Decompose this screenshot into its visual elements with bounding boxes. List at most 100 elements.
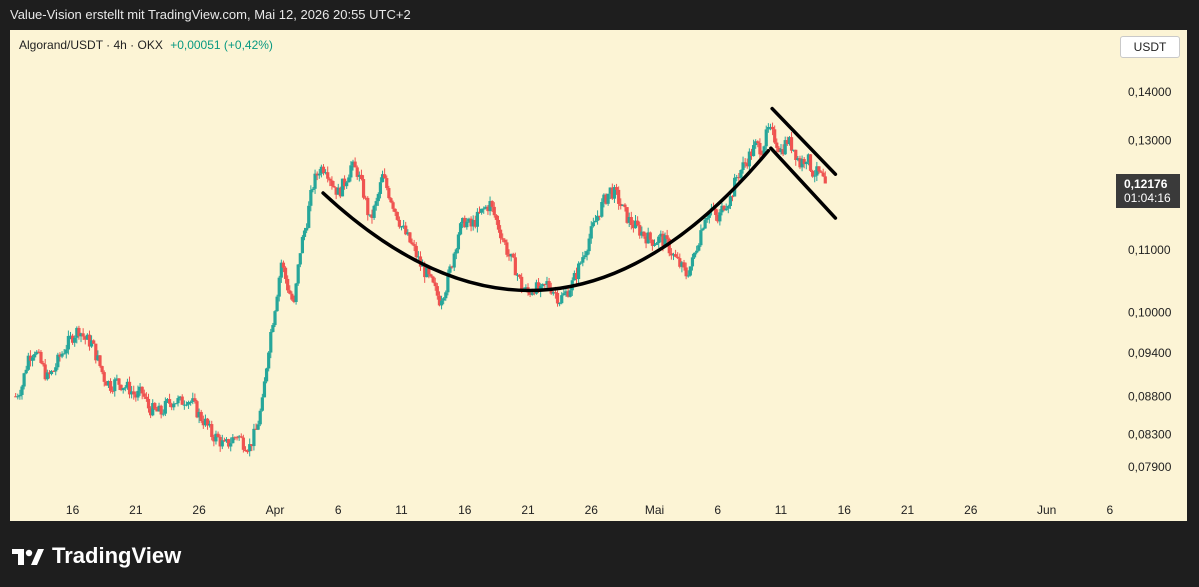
candle-body [450,266,454,268]
candle-body [509,253,513,257]
watermark-header: Value-Vision erstellt mit TradingView.co… [0,0,1199,30]
candle-body [324,172,328,174]
candle-body [437,295,442,306]
candle-body [302,230,307,237]
candle-body [498,229,503,239]
candle-body [775,142,779,148]
x-tick-label: Jun [1037,503,1056,517]
candle-body [515,274,520,276]
candle-body [737,177,741,179]
candle-body [319,166,323,174]
candle-body [311,188,315,190]
candle-body [511,253,515,258]
candle-body [760,154,764,156]
candle-body [562,293,566,296]
candle-body [58,354,62,357]
candle-body [747,151,751,167]
candle-body [391,202,395,209]
channel-lower-line[interactable] [769,146,838,220]
candle-body [785,140,789,145]
candle-body [174,403,178,405]
candle-body [115,378,119,380]
candle-body [165,399,170,401]
candle-body [739,170,743,178]
candle-body [71,335,75,343]
candle-body [608,187,612,194]
tradingview-logo[interactable]: TradingView [12,543,181,569]
price-chart[interactable]: 0,14000 0,13000 0,11000 0,10000 0,09400 0,088… [10,30,1187,521]
candle-body [378,182,383,194]
candle-body [256,424,260,430]
candle-body [153,403,157,409]
candle-body [111,390,115,392]
cup-curve-drawing[interactable] [321,148,771,293]
candle-body [197,411,201,418]
candle-body [480,208,484,213]
candle-body [214,433,218,442]
candle-body [161,413,165,415]
x-tick-label: 16 [66,503,80,517]
candle-body [201,420,205,426]
candle-body [697,245,701,251]
candle-body [722,205,726,211]
candle-body [541,284,545,287]
channel-upper-line[interactable] [770,106,838,176]
bar-countdown: 01:04:16 [1124,191,1171,205]
y-tick-label: 0,09400 [1128,346,1172,360]
candle-body [482,208,486,210]
candle-body [189,401,193,403]
candle-body [545,281,549,285]
candle-body [349,165,353,178]
candle-body [572,273,576,281]
candle-body [224,439,229,442]
candle-body [254,428,258,430]
candle-body [429,274,433,277]
candle-body [454,249,458,254]
candle-body [690,257,695,267]
x-tick-label: 21 [901,503,915,517]
candle-body [458,223,463,235]
chart-panel[interactable]: 0,14000 0,13000 0,11000 0,10000 0,09400 0,088… [10,30,1187,521]
candle-body [77,327,81,337]
candle-body [701,228,705,231]
x-tick-label: 26 [192,503,206,517]
candle-body [501,238,505,240]
candle-body [35,351,39,355]
candle-body [136,390,140,398]
candle-body [475,211,479,227]
candle-body [606,193,610,204]
candle-body [267,352,271,369]
candle-body [433,282,437,287]
candle-body [64,349,68,354]
candle-body [673,254,678,257]
x-tick-label: 11 [775,503,788,517]
candle-body [735,177,739,179]
candle-body [157,405,161,412]
candle-body [625,207,629,223]
currency-button[interactable]: USDT [1120,36,1180,58]
candle-body [770,126,775,130]
candle-body [172,403,176,408]
candle-body [296,264,300,284]
candle-body [507,254,511,257]
candle-body [355,167,359,177]
candle-body [218,437,222,447]
candle-body [94,343,98,361]
candle-body [743,162,747,164]
candle-body [773,129,777,143]
y-tick-label: 0,07900 [1128,460,1172,474]
candle-body [716,214,720,222]
candle-body [745,163,749,167]
candle-body [258,410,262,425]
candle-body [764,129,768,147]
candle-body [416,256,420,258]
candle-body [368,214,372,216]
candle-body [252,428,256,447]
candle-body [281,262,286,268]
candle-body [260,397,264,411]
candle-body [638,225,642,236]
candle-body [469,218,473,227]
candle-body [650,239,654,246]
candle-body [351,161,355,166]
candle-body [528,292,532,295]
